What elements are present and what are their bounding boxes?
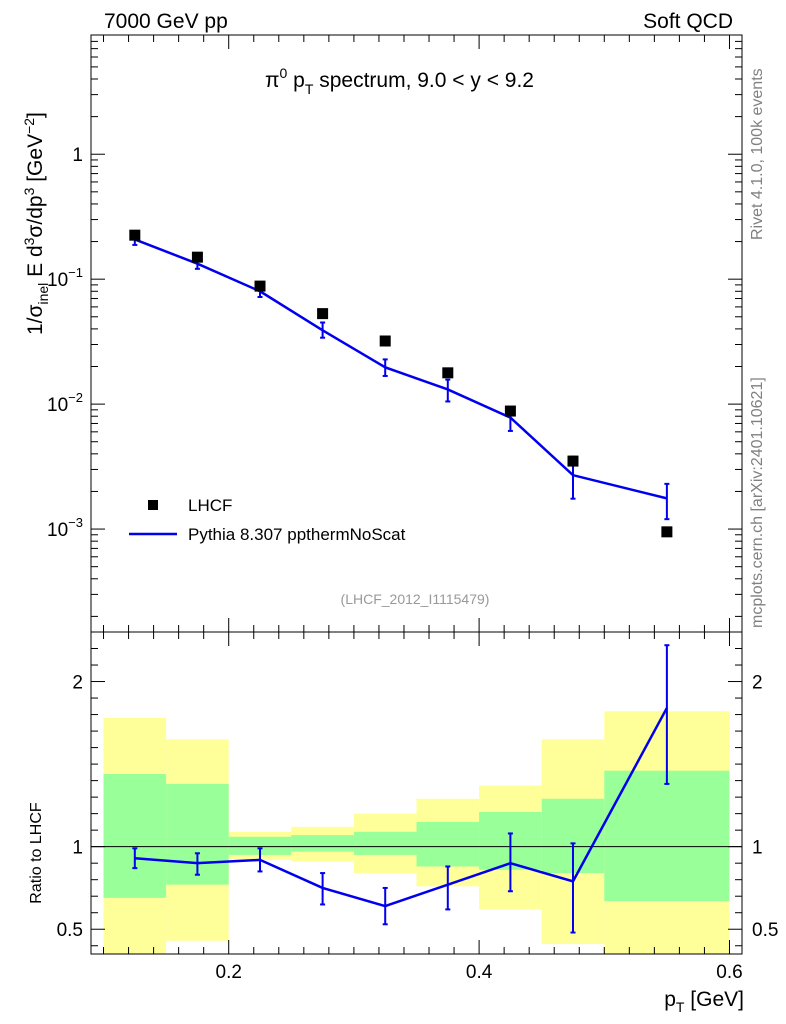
chart-title: π0 pT spectrum, 9.0 < y < 9.2 [265, 65, 534, 97]
ratio-y-tick-label-right: 0.5 [752, 920, 778, 941]
header-right: Soft QCD [643, 10, 733, 33]
rivet-label: Rivet 4.1.0, 100k events [749, 68, 766, 240]
ratio-frame [90, 631, 743, 955]
series-line-pythia [134, 238, 668, 500]
data-point-lhcf [379, 335, 391, 347]
x-tick-label: 0.6 [716, 962, 742, 983]
data-point-lhcf [504, 405, 516, 417]
ratio-y-tick-label-left: 0.5 [57, 920, 83, 941]
header-left: 7000 GeV pp [104, 10, 228, 33]
ratio-y-tick-label-right: 1 [752, 838, 763, 859]
ratio-band-green [604, 770, 730, 902]
legend-label-pythia: Pythia 8.307 ppthermNoScat [188, 525, 406, 544]
ratio-y-tick-label-left: 1 [72, 838, 83, 859]
y-tick-label: 10−2 [47, 390, 83, 416]
ratio-band-green [291, 835, 354, 852]
data-point-lhcf [254, 280, 266, 292]
ratio-band-green [228, 836, 292, 855]
data-point-lhcf [191, 251, 203, 263]
ratio-axis-label: Ratio to LHCF [28, 802, 45, 904]
mcplots-label: mcplots.cern.ch [arXiv:2401.10621] [749, 377, 766, 628]
chart-layer: 10−3 10−2 10−1 1 0.5 0.5 1 1 2 2 0.2 0.4 0.6 [47, 34, 778, 983]
y-tick-label: 10−3 [47, 515, 83, 541]
legend: LHCF Pythia 8.307 ppthermNoScat [129, 496, 406, 544]
data-point-lhcf [442, 367, 454, 379]
ratio-y-tick-label-right: 2 [752, 673, 763, 694]
analysis-id: (LHCF_2012_I1115479) [341, 591, 490, 607]
ratio-band-green [103, 774, 167, 898]
x-axis-label: pT [GeV] [664, 988, 744, 1015]
data-point-lhcf [317, 308, 329, 320]
y-tick-label: 10−1 [47, 265, 83, 291]
data-point-lhcf [129, 229, 141, 241]
ratio-y-tick-label-left: 2 [72, 673, 83, 694]
legend-label-lhcf: LHCF [188, 496, 232, 515]
ratio-band-green [416, 821, 480, 867]
x-tick-label: 0.4 [466, 962, 493, 983]
y-tick-label: 1 [72, 145, 83, 166]
ratio-band-green [353, 831, 417, 855]
data-point-lhcf [661, 526, 673, 538]
legend-marker-lhcf [148, 500, 158, 510]
data-point-lhcf [567, 455, 579, 467]
y-axis-label: 1/σinel E d3σ/dp3 [GeV−2] [21, 112, 51, 335]
x-tick-label: 0.2 [216, 962, 242, 983]
